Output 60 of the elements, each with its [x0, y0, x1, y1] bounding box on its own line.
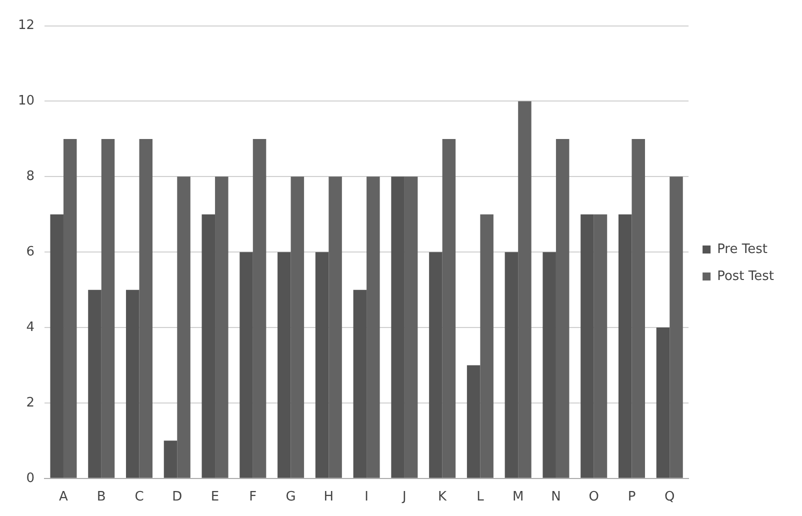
bar: [594, 214, 608, 478]
bar: [542, 252, 556, 478]
bar: [101, 138, 115, 478]
x-tick-label: J: [402, 490, 406, 505]
bar: [466, 365, 480, 478]
bar: [315, 252, 329, 478]
bar: [177, 176, 190, 478]
x-tick-label: I: [364, 490, 368, 505]
y-tick-label: 10: [18, 94, 35, 109]
bar: [252, 138, 266, 478]
bar: [442, 138, 456, 478]
bar: [278, 252, 291, 478]
y-tick-label: 6: [26, 244, 35, 260]
x-tick-label: A: [59, 490, 68, 505]
x-tick-label: P: [628, 490, 636, 505]
bar: [202, 214, 216, 478]
bar: [670, 176, 683, 478]
bar: [353, 290, 367, 478]
bar: [50, 214, 64, 478]
bar: [88, 290, 102, 478]
x-tick-label: O: [588, 490, 599, 505]
y-tick-label: 8: [26, 169, 35, 184]
bar: [429, 252, 442, 478]
x-tick-label: N: [551, 490, 561, 505]
x-tick-label: D: [172, 490, 182, 505]
x-tick-label: F: [249, 490, 257, 505]
y-tick-label: 2: [26, 395, 35, 410]
bar: [480, 214, 494, 478]
y-tick-label: 12: [18, 18, 35, 34]
bar: [215, 176, 228, 478]
bar: [518, 101, 532, 478]
x-tick-label: Q: [664, 490, 675, 505]
bar: [63, 138, 77, 478]
y-tick-label: 4: [26, 320, 35, 335]
bar: [139, 138, 153, 478]
bar: [504, 252, 518, 478]
x-tick-label: C: [134, 490, 144, 505]
x-tick-label: K: [438, 490, 448, 505]
bar: [240, 252, 253, 478]
bar: [556, 138, 570, 478]
bar: [404, 176, 418, 478]
legend-label: Post Test: [717, 268, 774, 284]
x-tick-label: H: [324, 490, 334, 505]
x-tick-label: E: [210, 490, 220, 505]
x-tick-label: B: [96, 490, 106, 505]
x-tick-label: M: [512, 490, 524, 505]
bar: [328, 176, 342, 478]
y-tick-label: 0: [26, 470, 35, 486]
bar: [580, 214, 594, 478]
bar: [632, 138, 645, 478]
bar: [618, 214, 632, 478]
bar: [126, 290, 140, 478]
bar: [366, 176, 380, 478]
x-tick-label: G: [286, 490, 296, 505]
legend-label: Pre Test: [717, 242, 768, 257]
x-tick-label: L: [476, 490, 485, 505]
bar: [391, 176, 404, 478]
bar: [290, 176, 304, 478]
bar: [164, 440, 178, 478]
bar: [656, 328, 670, 478]
